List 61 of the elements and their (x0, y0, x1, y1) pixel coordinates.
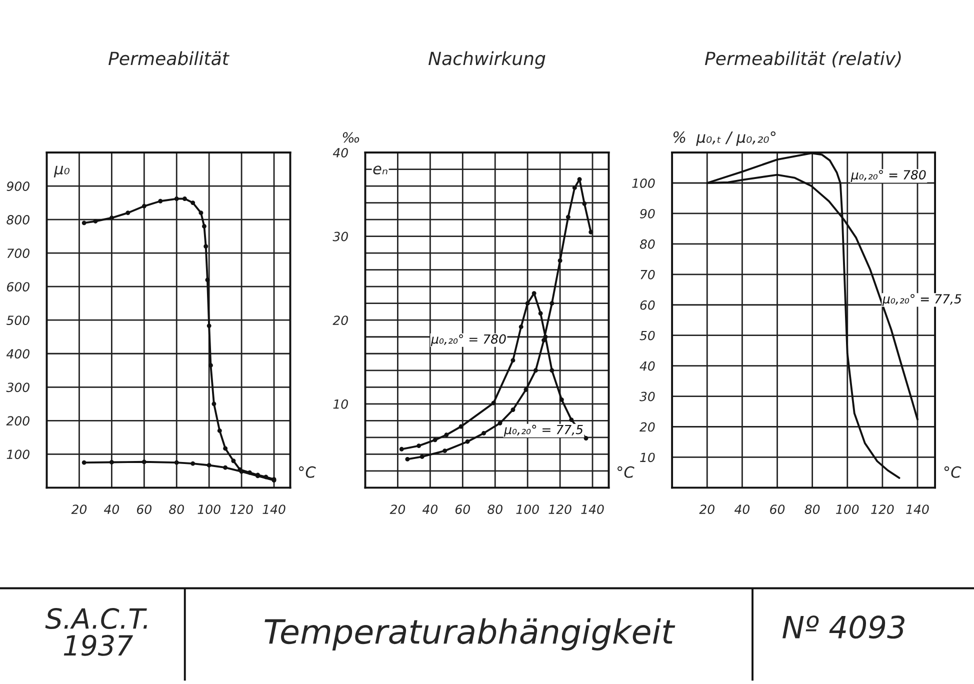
x-axis-title: °C (299, 466, 316, 478)
y-tick-label: 60 (640, 300, 655, 310)
x-tick-label: 80 (804, 504, 820, 514)
chart-title: Nachwirkung (428, 51, 546, 69)
x-tick-label: 120 (230, 504, 253, 514)
y-tick-label: 80 (640, 239, 655, 249)
chart-title: Permeabilität (108, 51, 230, 66)
text: ‰ (342, 132, 360, 143)
y-tick-label: 700 (7, 248, 30, 258)
x-tick-label: 100 (516, 504, 539, 514)
text: Temperaturabhängigkeit (264, 618, 676, 651)
x-tick-label: 140 (581, 504, 604, 514)
x-axis-title: °C (944, 466, 962, 478)
text: Nº 4093 (782, 616, 904, 639)
y-tick-label: 400 (6, 349, 30, 359)
y-axis-title: μ₀ (54, 166, 70, 178)
x-tick-label: 120 (871, 504, 894, 514)
y-tick-label: 40 (640, 361, 655, 371)
y-tick-label: 30 (640, 392, 655, 402)
x-axis-title: °C (618, 466, 634, 478)
x-tick-label: 60 (770, 504, 785, 514)
y-tick-label: 200 (6, 416, 30, 426)
x-tick-label: 100 (836, 504, 859, 514)
x-tick-label: 140 (906, 504, 929, 514)
y-axis-title: % μ₀,ₜ / μ₀,₂₀° (673, 131, 776, 146)
chart-title: Permeabilität (relativ) (704, 51, 901, 68)
x-tick-label: 80 (169, 504, 184, 514)
x-tick-label: 40 (734, 504, 750, 514)
x-tick-label: 20 (71, 504, 87, 514)
series-label: μ₀,₂₀° = 77,5 (882, 294, 962, 306)
y-tick-label: 100 (632, 178, 655, 188)
x-tick-label: 20 (390, 504, 406, 514)
x-tick-label: 40 (104, 504, 120, 514)
x-tick-label: 120 (548, 504, 572, 514)
y-tick-label: 40 (332, 148, 348, 158)
y-tick-label: 70 (640, 270, 655, 280)
series-label: μ₀,₂₀° = 77,5 (504, 424, 583, 437)
y-tick-label: 30 (332, 232, 348, 242)
x-tick-label: 80 (488, 504, 502, 514)
y-tick-label: 10 (640, 452, 655, 462)
y-tick-label: 20 (332, 316, 348, 326)
series-label: μ₀,₂₀° = 780 (430, 334, 506, 346)
text: S.A.C.T. 1937 (45, 608, 147, 656)
y-tick-label: 50 (640, 330, 655, 340)
y-tick-label: 90 (640, 208, 655, 218)
y-tick-label: 900 (6, 182, 30, 191)
y-tick-label: 500 (6, 316, 30, 326)
x-tick-label: 20 (699, 504, 714, 514)
x-tick-label: 60 (136, 504, 152, 514)
x-tick-label: 100 (198, 504, 220, 514)
y-tick-label: 600 (7, 282, 30, 292)
y-tick-label: 300 (6, 382, 30, 392)
x-tick-label: 40 (422, 504, 438, 514)
series-label: μ₀,₂₀° = 780 (850, 170, 926, 182)
y-tick-label: 20 (640, 422, 655, 432)
x-tick-label: 140 (262, 504, 286, 514)
y-tick-label: 10 (333, 399, 348, 409)
y-tick-label: 800 (6, 215, 30, 224)
x-tick-label: 60 (455, 504, 470, 514)
y-tick-label: 100 (6, 450, 30, 460)
y-axis-title: eₙ (373, 166, 388, 174)
